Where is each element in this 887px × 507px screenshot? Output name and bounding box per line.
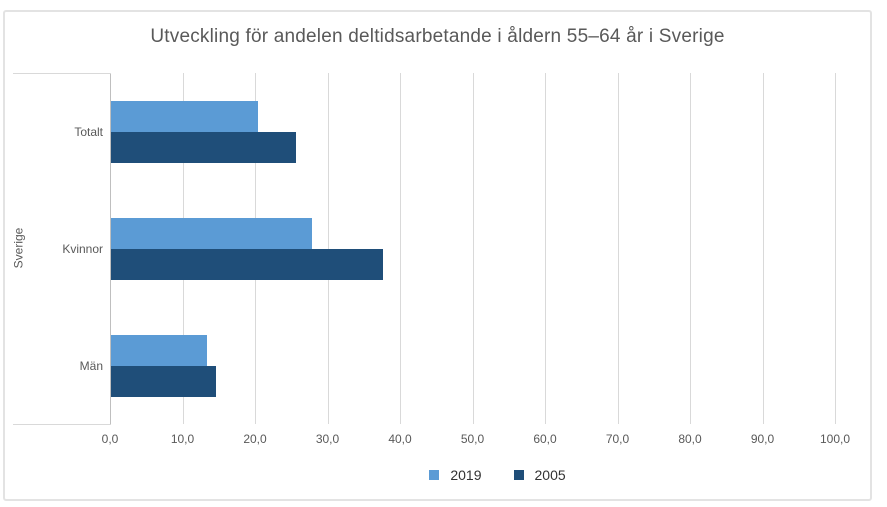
gridline	[835, 73, 836, 424]
legend-item-2005: 2005	[513, 467, 566, 483]
category-axis-boundary-line	[13, 424, 111, 425]
gridline	[400, 73, 401, 424]
legend-marker-2005	[513, 470, 524, 480]
y-axis-line	[110, 73, 111, 424]
gridline	[762, 73, 764, 424]
gridline	[472, 73, 474, 424]
x-tick-label: 70,0	[605, 432, 630, 446]
x-tick-label: 50,0	[460, 432, 485, 446]
category-label-totalt: Totalt	[74, 124, 103, 139]
x-tick-label: 90,0	[750, 432, 775, 446]
category-label-män: Män	[79, 358, 103, 373]
bar-2005-män	[111, 365, 217, 397]
x-tick-label: 30,0	[315, 432, 340, 446]
bar-2005-kvinnor	[111, 248, 383, 280]
chart-title: Utveckling för andelen deltidsarbetande …	[150, 26, 725, 47]
category-label-kvinnor: Kvinnor	[62, 241, 103, 256]
chart-legend: 2019 2005	[135, 465, 860, 485]
x-tick-label: 0,0	[101, 432, 119, 446]
x-tick-label: 40,0	[388, 432, 412, 446]
x-tick-label: 80,0	[678, 432, 702, 446]
bar-2019-män	[111, 334, 208, 366]
x-tick-label: 100,0	[819, 432, 851, 446]
x-tick-label: 10,0	[170, 432, 195, 446]
gridline	[545, 73, 546, 424]
plot-area	[110, 73, 836, 424]
gridline	[617, 73, 619, 424]
bar-2005-totalt	[111, 131, 296, 163]
legend-label-2005: 2005	[534, 467, 566, 483]
legend-item-2019: 2019	[429, 467, 482, 483]
bar-2019-kvinnor	[111, 217, 312, 249]
legend-marker-2019	[429, 470, 440, 480]
bar-2019-totalt	[111, 100, 259, 132]
x-tick-label: 60,0	[533, 432, 557, 446]
chart-frame: Utveckling för andelen deltidsarbetande …	[3, 10, 872, 501]
x-tick-label: 20,0	[243, 432, 267, 446]
legend-label-2019: 2019	[450, 467, 482, 483]
gridline	[690, 73, 691, 424]
category-axis-boundary-line	[13, 73, 111, 74]
